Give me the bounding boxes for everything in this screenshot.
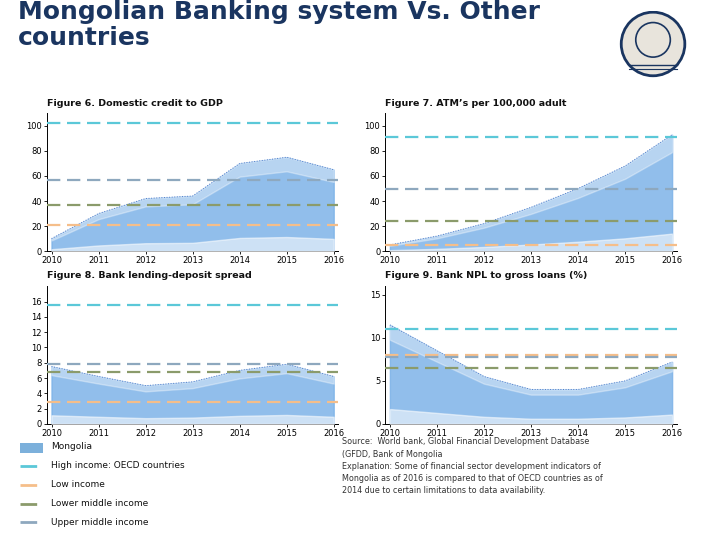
FancyBboxPatch shape bbox=[19, 443, 43, 453]
Circle shape bbox=[621, 12, 685, 76]
Text: Lower middle income: Lower middle income bbox=[51, 499, 148, 508]
Text: Figure 8. Bank lending-deposit spread: Figure 8. Bank lending-deposit spread bbox=[47, 272, 251, 280]
Text: Mongolia: Mongolia bbox=[51, 442, 92, 451]
Text: Figure 6. Domestic credit to GDP: Figure 6. Domestic credit to GDP bbox=[47, 99, 222, 107]
Text: Upper middle income: Upper middle income bbox=[51, 518, 149, 527]
Text: 11: 11 bbox=[678, 521, 693, 531]
Text: Figure 9. Bank NPL to gross loans (%): Figure 9. Bank NPL to gross loans (%) bbox=[385, 272, 588, 280]
Text: High income: OECD countries: High income: OECD countries bbox=[51, 461, 185, 470]
Text: Figure 7. ATM’s per 100,000 adult: Figure 7. ATM’s per 100,000 adult bbox=[385, 99, 567, 107]
Text: Source:  World bank, Global Financial Development Database
(GFDD, Bank of Mongol: Source: World bank, Global Financial Dev… bbox=[342, 437, 603, 495]
Text: Mongolian Banking system Vs. Other
countries: Mongolian Banking system Vs. Other count… bbox=[18, 0, 540, 50]
Text: Low income: Low income bbox=[51, 480, 105, 489]
